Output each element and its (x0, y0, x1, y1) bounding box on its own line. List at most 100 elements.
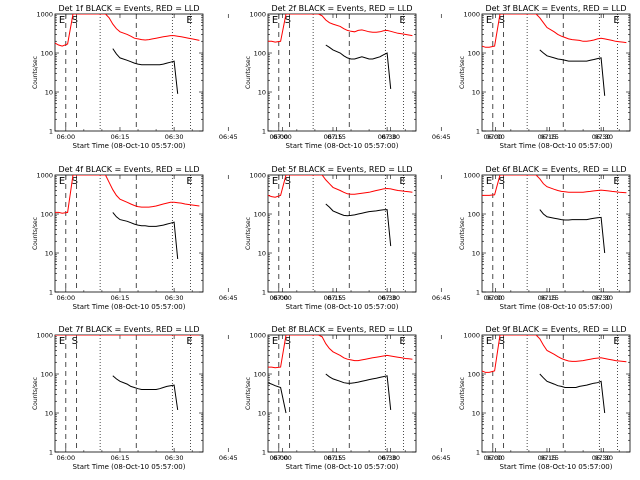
end-marker-label: E (59, 15, 65, 26)
y-tick-label: 1 (476, 128, 480, 136)
x-tick-label: 06:00 (269, 294, 288, 302)
events-series-line (112, 48, 179, 94)
start-marker-label: S (499, 176, 505, 187)
detector-panel: Det 1f BLACK = Events, RED = LLD11010010… (32, 4, 400, 150)
panel-title: Det 7f BLACK = Events, RED = LLD (58, 325, 199, 334)
detector-panel: Det 4f BLACK = Events, RED = LLD11010010… (32, 165, 400, 311)
y-axis-label: Counts/sec (32, 377, 39, 410)
start-marker-label: S (285, 15, 291, 26)
x-tick-label: 06:15 (324, 454, 343, 462)
x-tick-label: 06:00 (269, 133, 288, 141)
x-tick-label: 06:30 (592, 294, 611, 302)
y-axis-label: Counts/sec (245, 56, 252, 89)
x-tick-label: 06:15 (538, 133, 557, 141)
x-tick-label: 06:30 (592, 133, 611, 141)
plot-frame (54, 334, 204, 453)
y-tick-label: 100 (254, 371, 266, 379)
x-axis-label: Start Time (08-Oct-10 05:57:00) (73, 463, 186, 471)
x-tick-label: 06:00 (56, 294, 75, 302)
x-tick-label: 06:30 (378, 294, 397, 302)
detector-panel: Det 5f BLACK = Events, RED = LLD11010010… (245, 165, 613, 311)
x-tick-label: 06:15 (538, 294, 557, 302)
x-tick-label: 07:00 (273, 454, 292, 462)
y-tick-label: 1000 (463, 11, 480, 19)
x-tick-label: 07:30 (381, 454, 400, 462)
x-tick-label: 06:45 (432, 133, 451, 141)
y-tick-label: 10 (472, 410, 480, 418)
x-tick-label: 06:00 (483, 454, 502, 462)
x-tick-label: 06:30 (165, 454, 184, 462)
y-tick-label: 1000 (36, 332, 53, 340)
x-tick-label: 07:15 (540, 454, 559, 462)
y-tick-label: 1000 (249, 172, 266, 180)
y-tick-label: 100 (41, 50, 53, 58)
y-axis-label: Counts/sec (32, 217, 39, 250)
y-tick-label: 10 (258, 410, 266, 418)
panel-title: Det 2f BLACK = Events, RED = LLD (271, 4, 412, 13)
start-marker-label: S (72, 15, 78, 26)
start-marker-label: S (72, 336, 78, 347)
y-tick-label: 10 (472, 89, 480, 97)
events-series-line (539, 209, 606, 254)
x-tick-label: 07:15 (327, 133, 346, 141)
y-axis-label: Counts/sec (245, 217, 252, 250)
end-marker-label: E (486, 336, 492, 347)
y-axis-label: Counts/sec (459, 217, 466, 250)
y-tick-label: 100 (254, 50, 266, 58)
y-tick-label: 10 (45, 89, 53, 97)
x-tick-label: 07:30 (381, 294, 400, 302)
panel-title: Det 3f BLACK = Events, RED = LLD (485, 4, 626, 13)
x-axis-label: Start Time (08-Oct-10 05:57:00) (500, 142, 613, 150)
y-tick-label: 1 (49, 449, 53, 457)
x-tick-label: 07:30 (381, 133, 400, 141)
y-tick-label: 1 (476, 289, 480, 297)
y-tick-label: 100 (468, 50, 480, 58)
x-tick-label: 07:00 (486, 294, 505, 302)
x-tick-label: 06:45 (219, 133, 238, 141)
x-axis-label: Start Time (08-Oct-10 05:57:00) (73, 303, 186, 311)
x-tick-label: 07:30 (594, 294, 613, 302)
x-tick-label: 06:00 (269, 454, 288, 462)
end-marker-label: E (272, 336, 278, 347)
plot-frame (267, 13, 417, 132)
start-marker-label: S (499, 15, 505, 26)
y-tick-label: 100 (468, 211, 480, 219)
end-marker-label: E (399, 15, 405, 26)
lld-series-line (482, 175, 627, 196)
lld-series-line (482, 335, 627, 373)
x-tick-label: 06:30 (165, 294, 184, 302)
detector-panel: Det 6f BLACK = Events, RED = LLD 1 10 100 10… (459, 165, 631, 311)
y-tick-label: 10 (45, 250, 53, 258)
lld-series-line (55, 14, 200, 47)
end-marker-label: E (272, 176, 278, 187)
start-marker-label: S (285, 336, 291, 347)
x-tick-label: 07:00 (273, 294, 292, 302)
y-tick-label: 10 (472, 250, 480, 258)
x-tick-label: 07:00 (486, 454, 505, 462)
x-tick-label: 06:45 (219, 454, 238, 462)
events-series-line (325, 44, 392, 89)
events-series-line (112, 212, 179, 260)
plot-frame (481, 13, 631, 132)
x-tick-label: 06:30 (165, 133, 184, 141)
y-tick-label: 1 (476, 449, 480, 457)
x-tick-label: 06:15 (538, 454, 557, 462)
end-marker-label: E (59, 336, 65, 347)
detector-panel: Det 3f BLACK = Events, RED = LLD 1 10 100 10… (459, 4, 631, 150)
x-tick-label: 06:45 (219, 294, 238, 302)
y-axis-label: Counts/sec (459, 377, 466, 410)
end-marker-label: E (399, 336, 405, 347)
x-tick-label: 06:45 (432, 294, 451, 302)
x-tick-label: 07:00 (486, 133, 505, 141)
end-marker-label: E (486, 176, 492, 187)
lld-series-line (268, 335, 413, 369)
x-axis-label: Start Time (08-Oct-10 05:57:00) (500, 303, 613, 311)
x-tick-label: 06:15 (324, 133, 343, 141)
events-series-line (539, 373, 606, 414)
y-tick-label: 1 (262, 449, 266, 457)
x-tick-label: 07:15 (327, 294, 346, 302)
plot-frame (54, 174, 204, 293)
events-series-line (268, 373, 392, 414)
x-tick-label: 06:00 (483, 294, 502, 302)
